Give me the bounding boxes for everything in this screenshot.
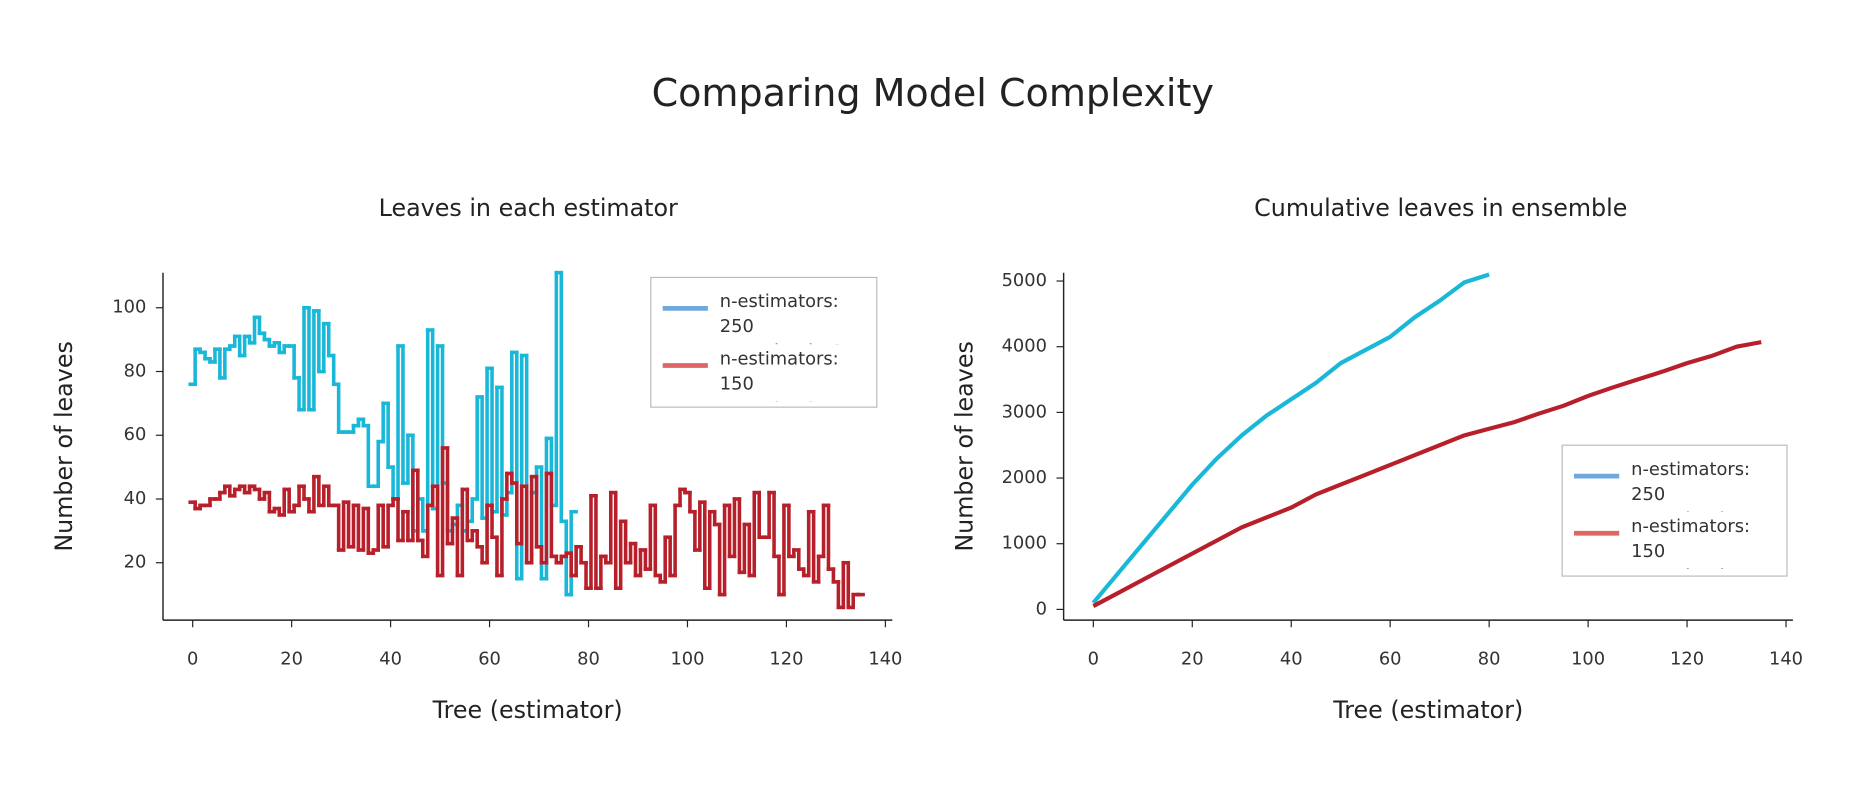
x-tick-label: 80 xyxy=(1478,648,1501,669)
y-tick-label: 2000 xyxy=(1002,467,1047,488)
x-tick-label: 120 xyxy=(1670,648,1704,669)
y-tick-label: 20 xyxy=(124,552,147,573)
y-tick-label: 0 xyxy=(1036,598,1047,619)
legend-entry: n-estimators: 150 max_depth: 6 xyxy=(719,347,843,402)
x-tick-label: 40 xyxy=(379,648,402,669)
x-tick-label: 140 xyxy=(1769,648,1803,669)
y-tick-label: 5000 xyxy=(1002,270,1047,291)
legend-entry: n-estimators: 150 max_depth: 6 xyxy=(1631,515,1754,569)
x-tick-label: 20 xyxy=(280,648,303,669)
x-axis-label: Tree (estimator) xyxy=(1332,696,1523,724)
x-tick-label: 0 xyxy=(1088,648,1099,669)
y-tick-label: 60 xyxy=(124,424,147,445)
y-tick-label: 1000 xyxy=(1002,533,1047,554)
x-tick-label: 140 xyxy=(868,648,902,669)
x-tick-label: 80 xyxy=(577,648,600,669)
y-tick-label: 4000 xyxy=(1002,336,1047,357)
subplot-title: Leaves in each estimator xyxy=(379,194,678,222)
x-tick-label: 120 xyxy=(769,648,803,669)
y-tick-label: 100 xyxy=(112,297,146,318)
legend-label: n-estimators: 250 max_depth: 8 xyxy=(719,290,843,345)
x-tick-label: 60 xyxy=(478,648,501,669)
x-tick-label: 40 xyxy=(1280,648,1303,669)
x-tick-label: 100 xyxy=(1571,648,1605,669)
subplot-title: Cumulative leaves in ensemble xyxy=(1254,194,1627,222)
x-tick-label: 60 xyxy=(1379,648,1402,669)
legend-box xyxy=(1561,444,1788,577)
legend-entry: n-estimators: 250 max_depth: 8 xyxy=(1631,458,1754,512)
x-axis-label: Tree (estimator) xyxy=(432,696,623,724)
legend-label: n-estimators: 150 max_depth: 6 xyxy=(1631,515,1754,569)
legend-label: n-estimators: 250 max_depth: 8 xyxy=(1631,458,1754,512)
y-tick-label: 80 xyxy=(124,361,147,382)
legend-label: n-estimators: 150 max_depth: 6 xyxy=(719,347,843,402)
y-axis-label: Number of leaves xyxy=(951,341,979,551)
x-tick-label: 0 xyxy=(187,648,198,669)
y-axis-label: Number of leaves xyxy=(50,341,78,551)
step-line xyxy=(188,446,865,610)
x-tick-label: 20 xyxy=(1181,648,1204,669)
x-tick-label: 100 xyxy=(670,648,704,669)
series-line xyxy=(1091,272,1490,605)
legend-entry: n-estimators: 250 max_depth: 8 xyxy=(719,290,843,345)
figure-title: Comparing Model Complexity xyxy=(652,71,1214,115)
y-tick-label: 40 xyxy=(124,488,147,509)
y-tick-label: 3000 xyxy=(1002,401,1047,422)
legend-box xyxy=(650,276,878,408)
series-line xyxy=(1092,340,1762,608)
